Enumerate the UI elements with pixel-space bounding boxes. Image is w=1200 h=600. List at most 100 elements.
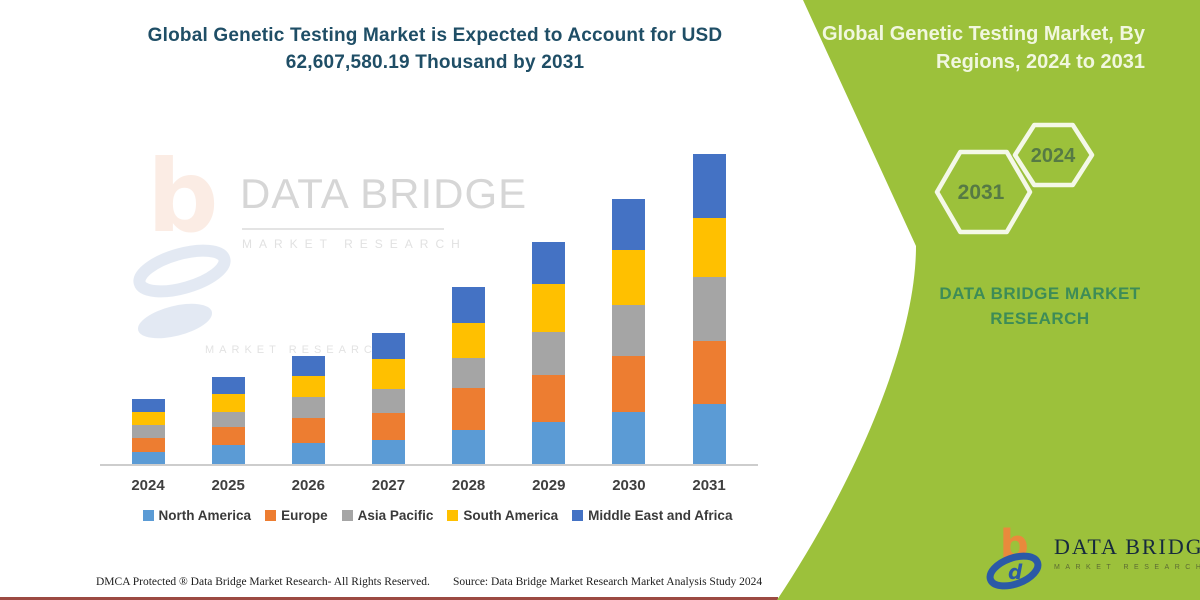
logo-tagline: MARKET RESEARCH xyxy=(1054,564,1200,571)
bottom-border-line xyxy=(0,597,778,600)
x-axis-label-2024: 2024 xyxy=(131,477,165,494)
year-hexagons: 2031 2024 xyxy=(934,122,1095,235)
svg-text:b: b xyxy=(147,143,219,255)
x-axis-line xyxy=(100,464,758,466)
bar-segment-south-america xyxy=(692,217,726,277)
logo-wordmark: DATA BRIDGE xyxy=(1054,534,1200,559)
panel-brand-line1: DATA BRIDGE MARKET xyxy=(939,284,1141,303)
watermark-subtext: MARKET RESEARCH xyxy=(242,237,467,251)
hexagon-2031-label: 2031 xyxy=(958,181,1005,204)
stacked-bar-2030 xyxy=(612,198,646,465)
chart-headline-line1: Global Genetic Testing Market is Expecte… xyxy=(147,25,723,46)
bar-segment-asia-pacific xyxy=(211,412,245,428)
svg-text:d: d xyxy=(1008,560,1023,584)
x-axis-label-2029: 2029 xyxy=(532,477,566,494)
x-axis-label-2031: 2031 xyxy=(692,477,726,494)
bar-segment-north-america xyxy=(211,445,245,465)
stacked-bar-2025 xyxy=(211,376,245,465)
bar-segment-south-america xyxy=(131,412,165,426)
bar-segment-europe xyxy=(211,427,245,446)
bar-segment-south-america xyxy=(291,375,325,398)
bar-segment-europe xyxy=(532,374,566,422)
stacked-bar-2029 xyxy=(532,241,566,465)
watermark-subtext-2: MARKET RESEARCH xyxy=(205,344,390,356)
legend-swatch-icon xyxy=(572,510,584,521)
legend-swatch-icon xyxy=(142,510,154,521)
legend-item-asia-pacific: Asia Pacific xyxy=(341,508,434,523)
chart-headline-line2: 62,607,580.19 Thousand by 2031 xyxy=(285,52,585,73)
bar-segment-north-america xyxy=(131,452,165,465)
hexagon-2031-icon xyxy=(934,149,1033,235)
watermark-underline xyxy=(242,228,444,230)
legend-swatch-icon xyxy=(447,510,459,521)
legend-swatch-icon xyxy=(265,510,277,521)
bar-segment-middle-east-and-africa xyxy=(291,355,325,376)
green-panel-shape xyxy=(777,0,1200,600)
x-axis-label-2030: 2030 xyxy=(612,477,646,494)
x-axis-label-2026: 2026 xyxy=(291,477,325,494)
panel-title-line1: Global Genetic Testing Market, By xyxy=(821,23,1145,45)
bar-segment-south-america xyxy=(612,250,646,305)
panel-brand-line2: RESEARCH xyxy=(990,309,1090,328)
bar-segment-north-america xyxy=(532,421,566,465)
hexagon-2024-label: 2024 xyxy=(1031,145,1076,167)
bar-segment-middle-east-and-africa xyxy=(532,241,566,285)
stacked-bar-2024 xyxy=(131,398,165,465)
bar-segment-middle-east-and-africa xyxy=(612,198,646,251)
x-axis-label-2025: 2025 xyxy=(211,477,245,494)
legend-swatch-icon xyxy=(341,510,353,521)
bar-segment-south-america xyxy=(371,358,405,389)
bar-segment-asia-pacific xyxy=(131,425,165,439)
bar-segment-asia-pacific xyxy=(692,276,726,341)
bar-segment-south-america xyxy=(211,394,245,413)
stacked-bar-2026 xyxy=(291,355,325,465)
footer-dmca-text: DMCA Protected ® Data Bridge Market Rese… xyxy=(96,576,430,588)
panel-title-line2: Regions, 2024 to 2031 xyxy=(936,51,1145,73)
bar-segment-south-america xyxy=(452,322,486,359)
panel-brand-text: DATA BRIDGE MARKET RESEARCH xyxy=(920,281,1160,331)
legend-item-south-america: South America xyxy=(447,508,558,523)
databridge-logo-icon: b d xyxy=(986,524,1042,590)
databridge-logo-text: DATA BRIDGE MARKET RESEARCH xyxy=(1054,534,1200,571)
footer-source-text: Source: Data Bridge Market Research Mark… xyxy=(453,576,763,588)
stacked-bar-2031 xyxy=(692,154,726,465)
bar-segment-north-america xyxy=(371,440,405,465)
databridge-logo: b d DATA BRIDGE MARKET RESEARCH xyxy=(984,524,1200,590)
bar-segment-asia-pacific xyxy=(452,358,486,389)
bar-segment-asia-pacific xyxy=(612,304,646,356)
bar-segment-europe xyxy=(131,438,165,453)
bar-segment-asia-pacific xyxy=(532,332,566,375)
legend-label: Europe xyxy=(281,508,328,523)
bar-segment-middle-east-and-africa xyxy=(692,154,726,218)
bar-segment-north-america xyxy=(291,443,325,465)
legend-item-europe: Europe xyxy=(265,508,328,523)
bar-segment-europe xyxy=(692,340,726,404)
bar-segment-asia-pacific xyxy=(371,388,405,414)
chart-legend: North America Europe Asia Pacific South Ame… xyxy=(95,508,780,523)
legend-item-north-america: North America xyxy=(142,508,251,523)
bar-segment-middle-east-and-africa xyxy=(371,333,405,359)
bar-segment-asia-pacific xyxy=(291,397,325,419)
bar-segment-north-america xyxy=(612,411,646,465)
x-axis-label-2027: 2027 xyxy=(371,477,406,494)
bar-segment-europe xyxy=(291,418,325,444)
stacked-bar-2027 xyxy=(371,333,405,465)
legend-label: South America xyxy=(463,508,559,523)
bar-segment-north-america xyxy=(692,403,726,465)
bar-segment-middle-east-and-africa xyxy=(131,398,165,413)
stacked-bar-2028 xyxy=(452,287,486,465)
watermark-databridge-logo-icon: b xyxy=(133,143,231,339)
bar-segment-europe xyxy=(371,413,405,441)
x-axis-label-2028: 2028 xyxy=(451,477,486,494)
bar-segment-europe xyxy=(452,388,486,431)
chart-headline: Global Genetic Testing Market is Expecte… xyxy=(85,22,785,76)
legend-label: Middle East and Africa xyxy=(588,508,733,523)
bar-segment-south-america xyxy=(532,284,566,333)
bar-segment-europe xyxy=(612,355,646,412)
legend-label: Asia Pacific xyxy=(357,508,434,523)
bar-segment-middle-east-and-africa xyxy=(452,287,486,323)
bar-segment-north-america xyxy=(452,430,486,465)
bar-segment-middle-east-and-africa xyxy=(211,376,245,395)
